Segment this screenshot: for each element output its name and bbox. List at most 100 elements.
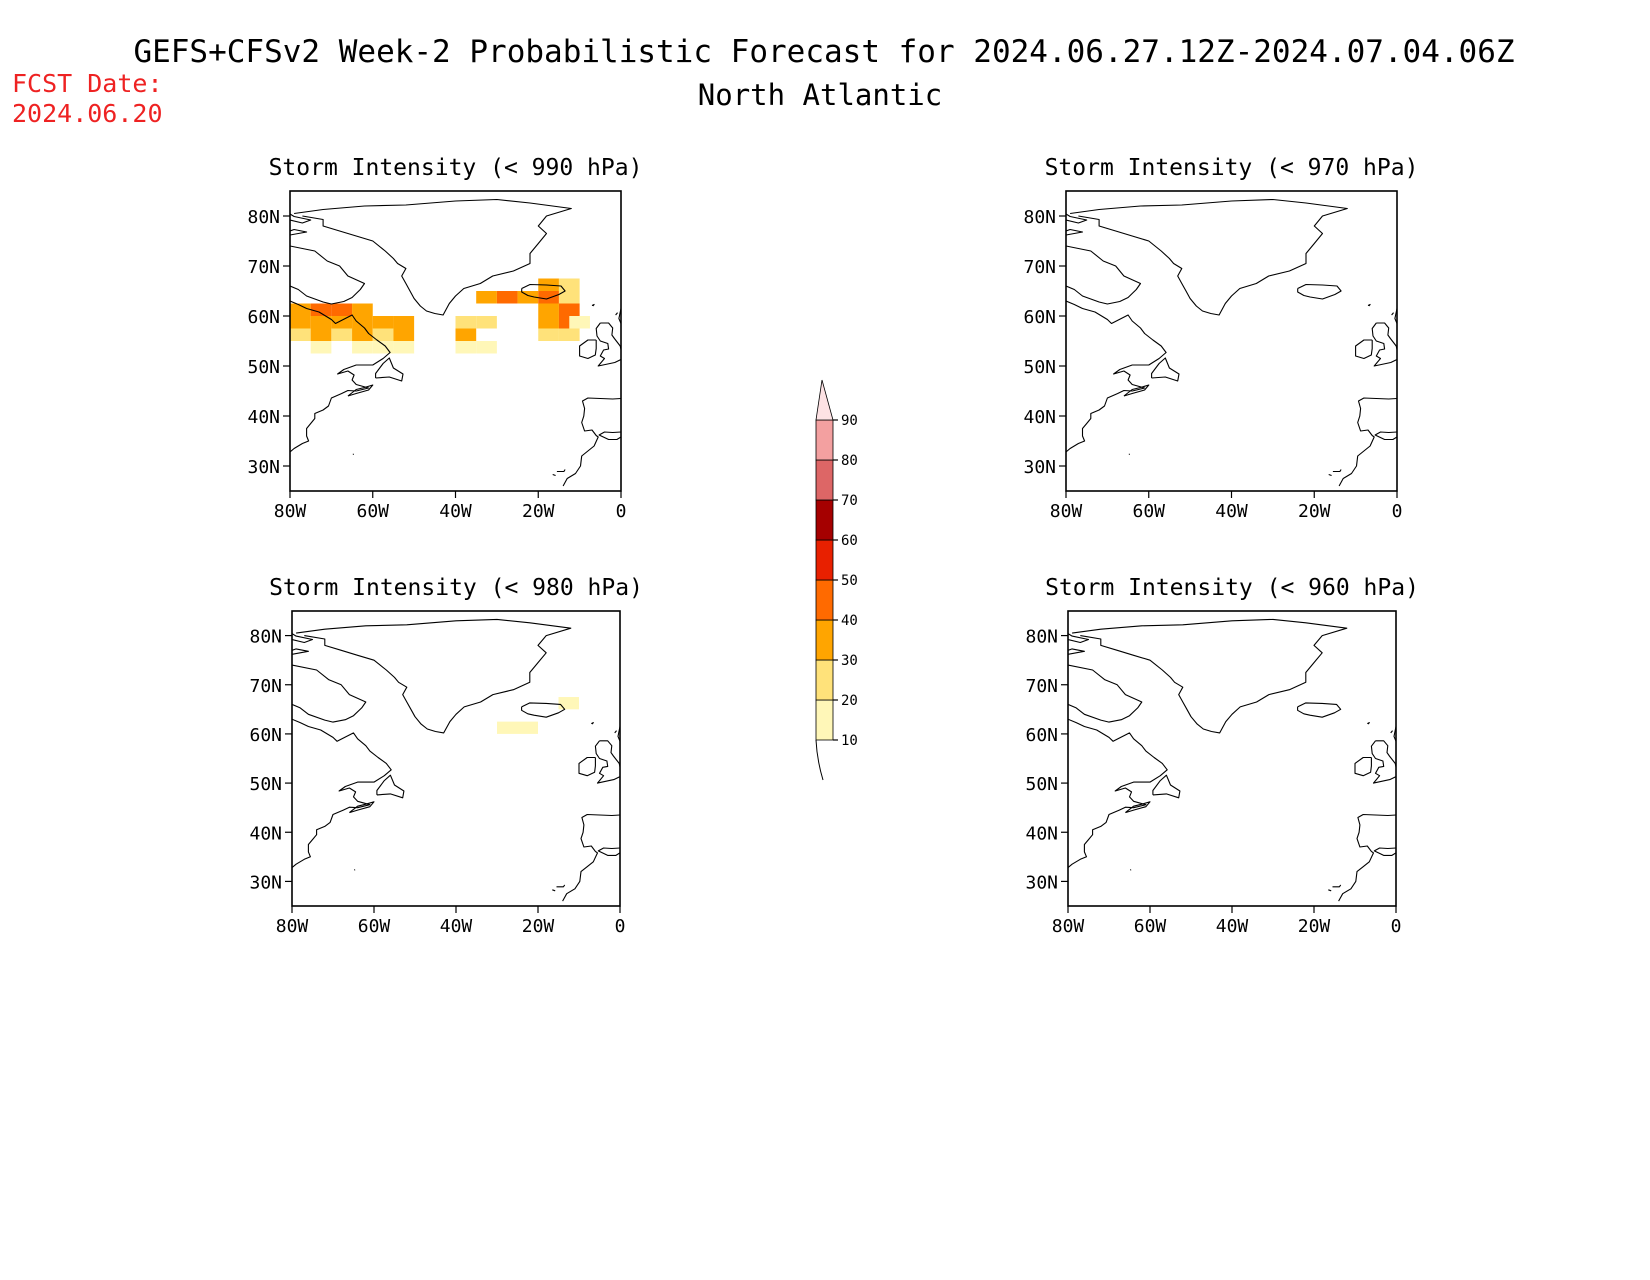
map-panel-1: Storm Intensity (< 990 hPa) 80N 70N 60N 50N 4… (247, 155, 642, 522)
coastline (1355, 339, 1373, 360)
map-panels: Storm Intensity (< 990 hPa) 80N 70N 60N 50N 4… (247, 155, 1418, 937)
probability-cell (538, 316, 559, 329)
coastline (1332, 884, 1342, 888)
map-frame (291, 610, 621, 907)
coastline (1125, 801, 1151, 814)
probability-cell (310, 316, 332, 329)
coastline (521, 702, 566, 718)
lat-label: 70N (1025, 676, 1058, 697)
probability-cell (393, 341, 415, 354)
region-subtitle: North Atlantic (698, 78, 942, 112)
coastline (296, 618, 572, 734)
map-panel-2: Storm Intensity (< 970 hPa) 80N 70N 60N 50N 4… (1023, 155, 1418, 522)
probability-cell (497, 721, 518, 734)
probability-cell (538, 328, 559, 341)
coastline (556, 469, 566, 473)
coastline (290, 245, 366, 305)
coastline (579, 339, 597, 360)
lat-label: 40N (247, 407, 280, 428)
probability-cell (558, 291, 580, 304)
lon-label: 20W (1298, 501, 1331, 522)
coastline (1066, 245, 1142, 305)
probability-cell (290, 303, 311, 316)
coastline (615, 312, 618, 316)
lat-label: 30N (1023, 457, 1056, 478)
coastline (591, 722, 594, 725)
lon-label: 0 (615, 916, 626, 937)
lon-label: 40W (440, 916, 473, 937)
panel-title: Storm Intensity (< 990 hPa) (269, 155, 643, 181)
map-content (290, 198, 621, 487)
coastline (614, 730, 617, 734)
probability-cell (476, 316, 497, 329)
coastline (597, 847, 620, 856)
colorbar-segment (815, 659, 834, 701)
colorbar-segment (815, 459, 834, 501)
map-content (292, 618, 620, 902)
lon-label: 20W (1298, 916, 1331, 937)
colorbar-label: 40 (841, 613, 858, 629)
coastline (1328, 473, 1332, 477)
map-frame (1067, 610, 1397, 907)
coastline (347, 384, 374, 397)
probability-cell (558, 303, 580, 316)
probability-cell (558, 697, 579, 710)
coastline (1390, 730, 1393, 734)
coastline (1068, 664, 1143, 723)
probability-cell (310, 303, 332, 316)
coastline (294, 198, 572, 316)
lat-label: 50N (247, 357, 280, 378)
lon-label: 60W (356, 501, 389, 522)
lat-label: 50N (249, 774, 282, 795)
figure-title: GEFS+CFSv2 Week-2 Probabilistic Forecast… (133, 34, 1514, 70)
coastline (1354, 756, 1372, 777)
coastline (1066, 300, 1167, 453)
colorbar-segment (815, 539, 834, 581)
coastline (591, 303, 595, 307)
panel-title: Storm Intensity (< 970 hPa) (1045, 155, 1419, 181)
colorbar-segment (815, 699, 834, 741)
coastline (1152, 774, 1181, 799)
coastline (1068, 718, 1168, 869)
lon-label: 20W (522, 916, 555, 937)
coastline (556, 884, 566, 888)
colorbar-label: 30 (841, 653, 858, 669)
lon-label: 80W (1050, 501, 1083, 522)
lon-label: 40W (1216, 916, 1249, 937)
coastline (1373, 847, 1396, 856)
probability-cell (476, 341, 497, 354)
coastline (1066, 213, 1088, 224)
coastline (292, 718, 392, 869)
probability-cell (393, 328, 415, 341)
lat-label: 80N (1025, 627, 1058, 648)
panel-title: Storm Intensity (< 960 hPa) (1045, 575, 1419, 601)
coastline (290, 228, 308, 236)
probability-cell (331, 303, 353, 316)
probability-cell (455, 341, 477, 354)
colorbar-bottom-arrow (815, 739, 824, 781)
probability-cell (310, 341, 332, 354)
colorbar-top-arrow (815, 379, 834, 421)
map-frame (1065, 190, 1398, 492)
coastline (292, 633, 314, 644)
probability-cell (372, 328, 394, 341)
lat-label: 80N (247, 207, 280, 228)
probability-cell (310, 328, 332, 341)
lat-label: 70N (247, 257, 280, 278)
coastline (349, 801, 375, 814)
coastline (1130, 869, 1132, 871)
probability-cell (455, 328, 477, 341)
probability-cell (372, 341, 394, 354)
coastline (1068, 633, 1090, 644)
map-panel-3: Storm Intensity (< 980 hPa) 80N 70N 60N 50N 4… (249, 575, 642, 937)
probability-cell (496, 291, 518, 304)
lon-label: 0 (1391, 916, 1402, 937)
lat-label: 40N (1023, 407, 1056, 428)
coastline (1151, 357, 1180, 382)
lat-label: 80N (1023, 207, 1056, 228)
lon-label: 0 (616, 501, 627, 522)
colorbar-segment (815, 619, 834, 661)
coastline (1367, 303, 1371, 307)
coastline (292, 648, 309, 655)
colorbar-label: 60 (841, 533, 858, 549)
